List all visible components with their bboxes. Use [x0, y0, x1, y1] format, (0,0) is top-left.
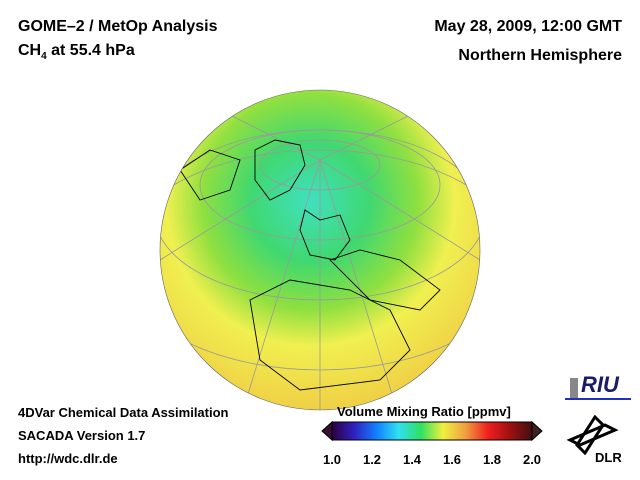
species: CH — [18, 42, 42, 59]
colorbar-gradient — [331, 421, 533, 441]
coastlines — [179, 139, 441, 391]
footer-url[interactable]: http://wdc.dlr.de — [18, 451, 118, 466]
dlr-logo-icon — [566, 415, 619, 455]
riu-logo: RIU — [565, 372, 631, 402]
colorbar-tick: 1.2 — [362, 452, 382, 467]
pressure-level: at 55.4 hPa — [46, 42, 135, 59]
colorbar-tick: 1.6 — [442, 452, 462, 467]
colorbar — [321, 420, 543, 442]
colorbar-title: Volume Mixing Ratio [ppmv] — [337, 404, 511, 419]
colorbar-min-arrow — [321, 420, 333, 442]
species-label: CH4 at 55.4 hPa — [18, 42, 135, 62]
cathedral-icon — [570, 378, 578, 400]
colorbar-max-arrow — [531, 420, 543, 442]
footer-line1: 4DVar Chemical Data Assimilation — [18, 405, 229, 420]
riu-wave — [565, 398, 631, 400]
footer-line2: SACADA Version 1.7 — [18, 428, 146, 443]
dlr-text: DLR — [595, 450, 622, 465]
species-subscript: 4 — [41, 51, 47, 63]
colorbar-tick: 1.0 — [322, 452, 342, 467]
colorbar-tick: 1.8 — [482, 452, 502, 467]
colorbar-tick: 2.0 — [522, 452, 542, 467]
graticule — [160, 99, 480, 410]
colorbar-tick: 1.4 — [402, 452, 422, 467]
region: Northern Hemisphere — [458, 47, 622, 64]
riu-text: RIU — [581, 372, 619, 397]
title: GOME–2 / MetOp Analysis — [18, 18, 218, 35]
datetime: May 28, 2009, 12:00 GMT — [434, 18, 622, 35]
